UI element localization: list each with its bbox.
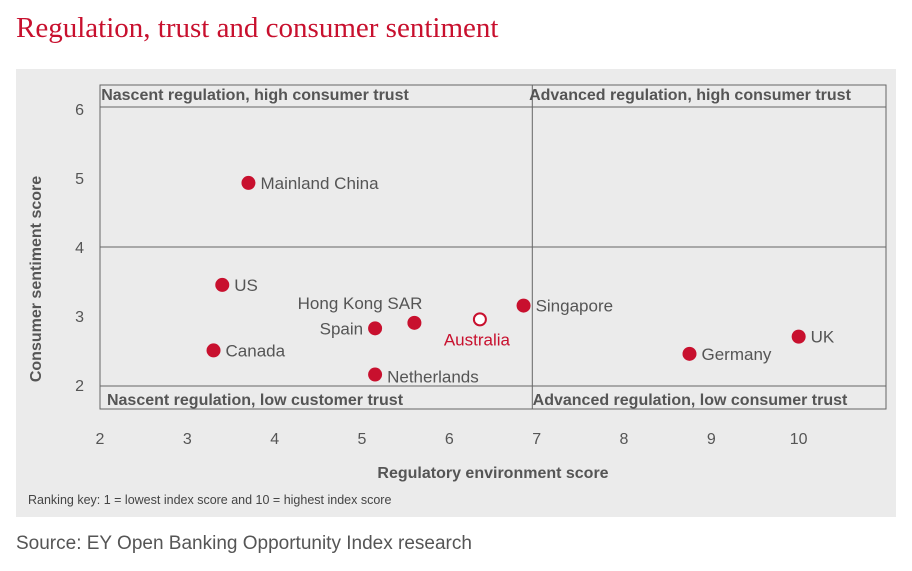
x-tick-label: 8 [620, 431, 629, 448]
point-label: UK [811, 328, 835, 347]
data-point: Germany [682, 345, 772, 364]
point-label: Canada [226, 341, 286, 360]
chart-title: Regulation, trust and consumer sentiment [16, 12, 499, 44]
point-label: Australia [444, 330, 511, 349]
data-point: Hong Kong SAR [298, 294, 423, 330]
data-point: Australia [444, 312, 511, 349]
y-tick-label: 3 [75, 309, 84, 326]
point-label: Spain [320, 319, 363, 338]
point-marker [206, 343, 221, 358]
x-tick-label: 5 [358, 431, 367, 448]
data-point: US [215, 276, 258, 295]
quadrant-label-bottom-right: Advanced regulation, low consumer trust [533, 392, 848, 409]
ranking-key-footnote: Ranking key: 1 = lowest index score and … [28, 493, 391, 507]
point-marker [241, 175, 256, 190]
point-label: Mainland China [260, 174, 379, 193]
quadrant-labels: Nascent regulation, high consumer trust … [101, 87, 851, 409]
data-point: Singapore [516, 297, 614, 316]
point-label: Singapore [536, 297, 614, 316]
data-point: UK [791, 328, 835, 347]
data-points: Mainland China US Canada Spain Hong Kong SAR… [206, 174, 835, 387]
point-marker [215, 277, 230, 292]
data-point: Spain [320, 319, 383, 338]
point-marker [682, 346, 697, 361]
point-marker [368, 321, 383, 336]
y-tick-label: 6 [75, 102, 84, 119]
point-label: Germany [702, 345, 772, 364]
data-point: Canada [206, 341, 286, 360]
y-axis-label: Consumer sentiment score [28, 176, 45, 382]
y-tick-label: 2 [75, 378, 84, 395]
scatter-chart: Nascent regulation, high consumer trust … [28, 84, 887, 507]
point-marker [791, 329, 806, 344]
point-marker [516, 298, 531, 313]
point-label: US [234, 276, 258, 295]
x-tick-label: 6 [445, 431, 454, 448]
point-label: Hong Kong SAR [298, 294, 423, 313]
chart-panel: Nascent regulation, high consumer trust … [16, 69, 896, 517]
x-tick-label: 9 [707, 431, 716, 448]
x-tick-label: 7 [532, 431, 541, 448]
x-tick-label: 2 [96, 431, 105, 448]
x-axis-label: Regulatory environment score [377, 465, 608, 482]
y-tick-label: 4 [75, 240, 84, 257]
point-marker [472, 312, 487, 327]
quadrant-label-bottom-left: Nascent regulation, low customer trust [107, 392, 404, 409]
point-label: Netherlands [387, 368, 479, 387]
quadrant-label-top-left: Nascent regulation, high consumer trust [101, 87, 409, 104]
axis-ticks: 2 3 4 5 6 7 8 9 10 2 3 4 5 6 [75, 102, 808, 448]
y-tick-label: 5 [75, 171, 84, 188]
plot-frame [99, 84, 887, 410]
data-point: Mainland China [241, 174, 379, 193]
source-note: Source: EY Open Banking Opportunity Inde… [16, 533, 472, 554]
point-marker [407, 315, 422, 330]
x-tick-label: 4 [270, 431, 279, 448]
quadrant-label-top-right: Advanced regulation, high consumer trust [529, 87, 851, 104]
point-marker [368, 367, 383, 382]
x-tick-label: 3 [183, 431, 192, 448]
x-tick-label: 10 [790, 431, 808, 448]
data-point: Netherlands [368, 367, 479, 387]
